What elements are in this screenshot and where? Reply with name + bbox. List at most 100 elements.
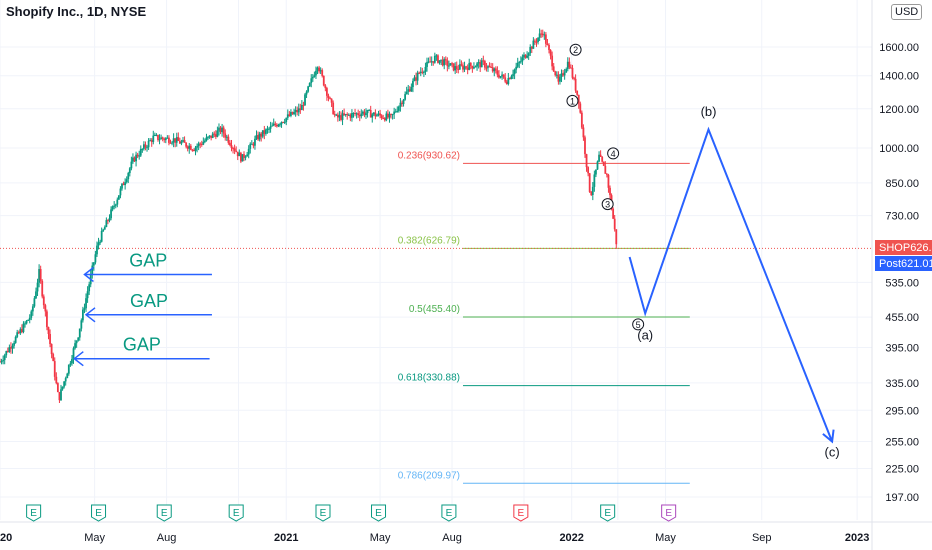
wave-number-label: 3 (605, 200, 610, 210)
earnings-marker-shape (91, 504, 107, 522)
earnings-marker-label: E (375, 508, 382, 519)
candle-body (446, 60, 449, 67)
candle-body (390, 113, 392, 115)
candle-body (437, 55, 439, 63)
candle-body (221, 127, 224, 133)
candle-body (250, 143, 253, 145)
candle-body (194, 147, 197, 151)
candle-body (133, 157, 136, 162)
candle-body (488, 66, 491, 68)
candle-body (570, 67, 572, 69)
candle-body (587, 167, 590, 174)
last-price-symbol: SHOP (879, 241, 911, 254)
candle-body (297, 108, 300, 113)
earnings-marker[interactable]: E (26, 504, 42, 522)
candle-body (416, 72, 419, 81)
candle-body (197, 143, 200, 147)
candle-body (50, 344, 53, 355)
y-axis[interactable]: 1600.00 1400.00 1200.00 1000.00 850.00 730.00… (871, 0, 919, 550)
fib-level-label: 0.618(330.88) (398, 373, 460, 384)
candle-body (580, 112, 583, 128)
candle-body (513, 69, 516, 75)
candle-body (19, 329, 22, 334)
candle-body (299, 108, 302, 111)
candle-body (207, 136, 209, 138)
candle-body (236, 151, 239, 157)
candle-body (368, 109, 371, 111)
candle-body (605, 173, 608, 175)
candle-body (91, 265, 94, 275)
candle-body (422, 71, 425, 73)
candle-body (249, 143, 252, 149)
candle-body (588, 173, 591, 192)
candle-body (178, 140, 181, 144)
candle-body (230, 145, 233, 148)
candle-body (554, 71, 557, 76)
candle-body (77, 337, 80, 341)
candle-body (573, 77, 575, 79)
fibonacci-retracement[interactable]: 0.236(930.62) 0.382(626.79) 0.5(455.40) 0.6… (0, 150, 872, 484)
currency-button[interactable]: USD (891, 4, 923, 20)
wave-number-label: 4 (611, 149, 616, 159)
candle-body (94, 254, 97, 263)
candle-body (509, 78, 511, 80)
earnings-marker[interactable]: E (371, 504, 387, 522)
y-tick-label: 197.00 (885, 492, 919, 504)
candle-body (310, 78, 313, 83)
earnings-marker[interactable]: E (315, 504, 331, 522)
candle-body (598, 154, 600, 162)
candle-body (521, 57, 524, 62)
candle-body (53, 361, 56, 377)
wave-letter-label: (b) (701, 104, 717, 119)
y-tick-label: 850.00 (885, 178, 919, 190)
candle-body (105, 220, 108, 228)
fib-level-label: 0.382(626.79) (398, 235, 460, 246)
candle-body (8, 347, 11, 352)
candle-body (502, 74, 505, 78)
earnings-marker-shape (600, 504, 616, 522)
candle-body (432, 61, 435, 63)
candle-body (152, 135, 155, 142)
candle-body (566, 61, 569, 70)
candle-body (67, 364, 70, 374)
candle-body (305, 91, 308, 95)
candle-body (360, 113, 363, 117)
candle-body (532, 40, 535, 49)
candle-body (591, 186, 594, 196)
gap-label: GAP (130, 291, 168, 311)
earnings-marker[interactable]: E (661, 504, 677, 522)
earnings-marker[interactable]: E (156, 504, 172, 522)
candle-body (238, 152, 241, 157)
candle-body (294, 109, 297, 113)
earnings-marker[interactable]: E (441, 504, 457, 522)
candle-body (224, 133, 227, 138)
x-axis[interactable]: 2020 May Aug 2021 May Aug 2022 May Sep 2023 (0, 521, 932, 544)
candle-body (582, 127, 585, 138)
candle-body (5, 351, 8, 356)
candle-body (229, 142, 231, 146)
candle-body (283, 121, 286, 123)
candle-body (64, 378, 67, 382)
candle-body (169, 142, 172, 144)
candle-body (71, 358, 73, 364)
candle-body (468, 62, 471, 70)
earnings-marker[interactable]: E (228, 504, 244, 522)
candle-body (460, 64, 463, 66)
candle-body (354, 112, 356, 115)
candle-body (379, 113, 381, 116)
candle-body (324, 85, 327, 89)
candle-body (496, 70, 499, 75)
candle-body (455, 66, 458, 70)
earnings-marker[interactable]: E (91, 504, 107, 522)
candle-body (56, 383, 59, 393)
candle-body (487, 66, 489, 68)
candle-body (135, 154, 137, 162)
earnings-marker[interactable]: E (513, 504, 529, 522)
candle-body (307, 86, 310, 92)
candle-body (204, 140, 206, 142)
candle-body (419, 71, 422, 73)
candle-body (263, 130, 266, 134)
earnings-marker[interactable]: E (600, 504, 616, 522)
